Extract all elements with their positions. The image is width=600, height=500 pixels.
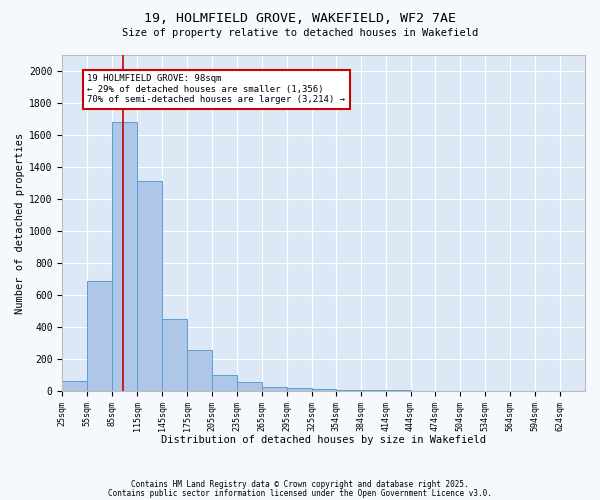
X-axis label: Distribution of detached houses by size in Wakefield: Distribution of detached houses by size …: [161, 435, 486, 445]
Bar: [262, 387, 287, 391]
Text: Size of property relative to detached houses in Wakefield: Size of property relative to detached ho…: [122, 28, 478, 38]
Bar: [137, 182, 162, 391]
Bar: [62, 380, 88, 391]
Bar: [237, 382, 262, 391]
Text: 19, HOLMFIELD GROVE, WAKEFIELD, WF2 7AE: 19, HOLMFIELD GROVE, WAKEFIELD, WF2 7AE: [144, 12, 456, 26]
Text: Contains HM Land Registry data © Crown copyright and database right 2025.: Contains HM Land Registry data © Crown c…: [131, 480, 469, 489]
Bar: [336, 390, 361, 391]
Text: Contains public sector information licensed under the Open Government Licence v3: Contains public sector information licen…: [108, 488, 492, 498]
Y-axis label: Number of detached properties: Number of detached properties: [15, 132, 25, 314]
Text: 19 HOLMFIELD GROVE: 98sqm
← 29% of detached houses are smaller (1,356)
70% of se: 19 HOLMFIELD GROVE: 98sqm ← 29% of detac…: [88, 74, 346, 104]
Bar: [386, 390, 410, 391]
Bar: [212, 375, 237, 391]
Bar: [361, 390, 386, 391]
Bar: [187, 350, 212, 391]
Bar: [287, 388, 311, 391]
Bar: [162, 319, 187, 391]
Bar: [88, 280, 112, 391]
Bar: [112, 122, 137, 391]
Bar: [311, 389, 336, 391]
